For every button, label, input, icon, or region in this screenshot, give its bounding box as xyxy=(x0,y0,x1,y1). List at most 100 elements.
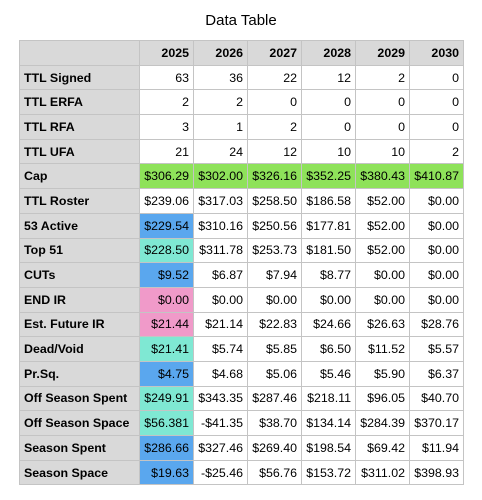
table-cell: $52.00 xyxy=(355,212,410,239)
table-cell: $153.72 xyxy=(301,459,356,486)
row-label: END IR xyxy=(19,286,140,313)
table-cell: $5.85 xyxy=(247,336,302,362)
table-cell: 0 xyxy=(355,114,410,140)
row-label: 53 Active xyxy=(19,212,140,239)
table-cell: 24 xyxy=(193,138,248,165)
table-row: TTL Signed 63 36 22 12 2 0 xyxy=(19,64,464,91)
row-label: TTL ERFA xyxy=(19,89,140,116)
table-cell: $6.37 xyxy=(409,360,464,387)
table-cell: $286.66 xyxy=(139,435,194,461)
table-cell: $5.57 xyxy=(409,336,464,362)
table-row: Top 51 $228.50 $311.78 $253.73 $181.50 $52.00… xyxy=(19,237,464,264)
table-row: TTL UFA 21 24 12 10 10 2 xyxy=(19,138,464,165)
table-cell: $5.46 xyxy=(301,360,356,387)
table-cell: $52.00 xyxy=(355,188,410,214)
table-cell: $253.73 xyxy=(247,237,302,264)
table-cell: 2 xyxy=(355,64,410,91)
table-row: Season Space $19.63 -$25.46 $56.76 $153.72 $3… xyxy=(19,459,464,486)
row-label: TTL Signed xyxy=(19,64,140,91)
table-cell: -$41.35 xyxy=(193,410,248,436)
row-label: CUTs xyxy=(19,262,140,288)
table-cell: 2 xyxy=(247,114,302,140)
corner-cell xyxy=(19,40,140,66)
table-cell: 21 xyxy=(139,138,194,165)
table-cell: $11.94 xyxy=(409,435,464,461)
table-row: Pr.Sq. $4.75 $4.68 $5.06 $5.46 $5.90 $6.37 xyxy=(19,360,464,387)
table-cell: $0.00 xyxy=(247,286,302,313)
table-row: 53 Active $229.54 $310.16 $250.56 $177.81 $52… xyxy=(19,212,464,239)
column-header: 2026 xyxy=(193,40,248,66)
table-cell: 2 xyxy=(193,89,248,116)
table-cell: $186.58 xyxy=(301,188,356,214)
column-header: 2030 xyxy=(409,40,464,66)
table-cell: $398.93 xyxy=(409,459,464,486)
table-cell: $258.50 xyxy=(247,188,302,214)
table-cell: $326.16 xyxy=(247,163,302,190)
table-cell: $284.39 xyxy=(355,410,410,436)
table-cell: $21.14 xyxy=(193,311,248,338)
column-header: 2025 xyxy=(139,40,194,66)
table-cell: $0.00 xyxy=(193,286,248,313)
table-row: Est. Future IR $21.44 $21.14 $22.83 $24.66 $2… xyxy=(19,311,464,338)
table-cell: $26.63 xyxy=(355,311,410,338)
header-row: 2025 2026 2027 2028 2029 2030 xyxy=(19,40,464,66)
row-label: Top 51 xyxy=(19,237,140,264)
table-cell: $302.00 xyxy=(193,163,248,190)
table-cell: $327.46 xyxy=(193,435,248,461)
table-cell: $198.54 xyxy=(301,435,356,461)
table-cell: 12 xyxy=(301,64,356,91)
table-cell: $228.50 xyxy=(139,237,194,264)
table-cell: $352.25 xyxy=(301,163,356,190)
table-row: TTL Roster $239.06 $317.03 $258.50 $186.58 $5… xyxy=(19,188,464,214)
table-cell: $239.06 xyxy=(139,188,194,214)
table-cell: $5.90 xyxy=(355,360,410,387)
table-cell: $24.66 xyxy=(301,311,356,338)
table-cell: 0 xyxy=(409,114,464,140)
table-cell: 3 xyxy=(139,114,194,140)
table-cell: $250.56 xyxy=(247,212,302,239)
table-cell: $5.74 xyxy=(193,336,248,362)
table-body: TTL Signed 63 36 22 12 2 0 TTL ERFA 2 2 0 0 0 0 TTL RF… xyxy=(19,64,464,486)
table-cell: $0.00 xyxy=(355,286,410,313)
column-header: 2027 xyxy=(247,40,302,66)
table-cell: $0.00 xyxy=(139,286,194,313)
table-cell: $0.00 xyxy=(409,262,464,288)
table-cell: $134.14 xyxy=(301,410,356,436)
table-cell: $0.00 xyxy=(301,286,356,313)
row-label: Dead/Void xyxy=(19,336,140,362)
table-cell: $343.35 xyxy=(193,385,248,412)
table-cell: $19.63 xyxy=(139,459,194,486)
table-cell: $249.91 xyxy=(139,385,194,412)
table-cell: 36 xyxy=(193,64,248,91)
table-cell: 22 xyxy=(247,64,302,91)
table-cell: $310.16 xyxy=(193,212,248,239)
table-row: END IR $0.00 $0.00 $0.00 $0.00 $0.00 $0.00 xyxy=(19,286,464,313)
table-cell: $21.41 xyxy=(139,336,194,362)
table-cell: $311.02 xyxy=(355,459,410,486)
table-cell: $0.00 xyxy=(409,237,464,264)
table-cell: $0.00 xyxy=(355,262,410,288)
table-cell: 0 xyxy=(247,89,302,116)
table-cell: 2 xyxy=(139,89,194,116)
data-table: 2025 2026 2027 2028 2029 2030 TTL Signed… xyxy=(19,40,464,486)
table-cell: 10 xyxy=(301,138,356,165)
table-cell: $218.11 xyxy=(301,385,356,412)
table-cell: $6.87 xyxy=(193,262,248,288)
table-cell: $9.52 xyxy=(139,262,194,288)
table-cell: $287.46 xyxy=(247,385,302,412)
table-cell: $56.381 xyxy=(139,410,194,436)
table-cell: $181.50 xyxy=(301,237,356,264)
table-cell: $229.54 xyxy=(139,212,194,239)
table-cell: $177.81 xyxy=(301,212,356,239)
table-cell: $0.00 xyxy=(409,212,464,239)
row-label: Season Space xyxy=(19,459,140,486)
table-cell: $410.87 xyxy=(409,163,464,190)
table-title: Data Table xyxy=(205,12,277,29)
table-row: CUTs $9.52 $6.87 $7.94 $8.77 $0.00 $0.00 xyxy=(19,262,464,288)
table-row: Dead/Void $21.41 $5.74 $5.85 $6.50 $11.52 $5.5… xyxy=(19,336,464,362)
row-label: Season Spent xyxy=(19,435,140,461)
table-cell: $380.43 xyxy=(355,163,410,190)
row-label: Est. Future IR xyxy=(19,311,140,338)
table-cell: $269.40 xyxy=(247,435,302,461)
table-row: TTL ERFA 2 2 0 0 0 0 xyxy=(19,89,464,116)
